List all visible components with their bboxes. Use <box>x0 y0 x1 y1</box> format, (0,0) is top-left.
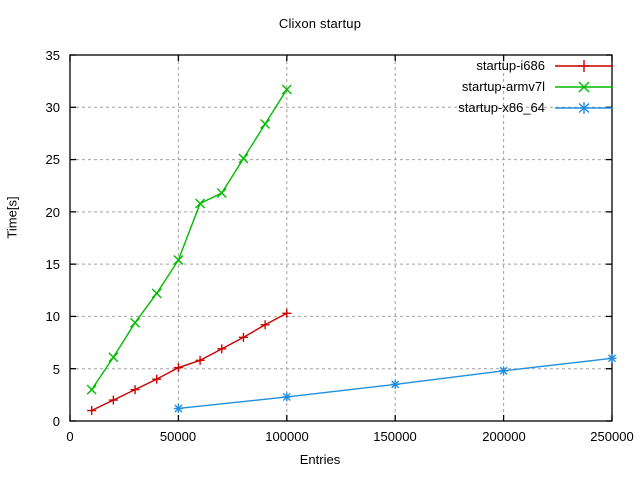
y-tick-label: 10 <box>45 309 60 324</box>
axis-ticks <box>69 54 613 422</box>
grid-lines <box>70 55 612 421</box>
series-line <box>91 312 288 412</box>
data-point-marker <box>195 198 206 209</box>
data-point-marker <box>282 392 291 401</box>
data-point-marker <box>108 352 119 363</box>
chart-title: Clixon startup <box>278 16 362 31</box>
x-tick-label: 250000 <box>590 429 634 444</box>
legend-item-startup-armv7l[interactable]: startup-armv7l <box>400 76 615 97</box>
data-point-marker <box>151 288 162 299</box>
x-tick-label: 0 <box>66 429 74 444</box>
y-tick-label: 30 <box>45 100 60 115</box>
y-tick-label: 15 <box>45 257 60 272</box>
series-line <box>91 89 288 391</box>
y-tick-label: 20 <box>45 205 60 220</box>
series-startup-i686 <box>87 308 292 416</box>
legend-sample-icon <box>555 59 613 72</box>
legend-label: startup-armv7l <box>461 79 545 94</box>
data-point-marker <box>173 254 184 265</box>
x-tick-label: 100000 <box>265 429 309 444</box>
legend-item-startup-i686[interactable]: startup-i686 <box>400 55 615 76</box>
series-startup-armv7l <box>86 84 292 395</box>
data-point-marker <box>281 84 292 95</box>
y-tick-label: 25 <box>45 152 60 167</box>
legend-sample-icon <box>555 101 613 114</box>
legend-label: startup-x86_64 <box>458 100 545 115</box>
y-tick-label: 5 <box>52 362 60 377</box>
series-startup-x86_64 <box>173 353 617 413</box>
chart-legend: startup-i686 startup-armv7l startup-x86_… <box>400 55 615 118</box>
data-point-marker <box>130 317 141 328</box>
axis-frame <box>69 54 613 422</box>
data-point-marker <box>391 380 400 389</box>
data-point-marker <box>499 366 508 375</box>
legend-label: startup-i686 <box>476 58 545 73</box>
data-point-marker <box>238 153 249 164</box>
data-point-marker <box>260 119 271 130</box>
data-point-marker <box>174 404 183 413</box>
data-series <box>86 84 617 416</box>
data-point-marker <box>216 188 227 199</box>
legend-sample-icon <box>555 81 613 92</box>
x-tick-label: 150000 <box>373 429 417 444</box>
plot-frame <box>69 54 613 422</box>
y-tick-label: 0 <box>52 414 60 429</box>
legend-item-startup-x86-64[interactable]: startup-x86_64 <box>400 97 615 118</box>
data-point-marker <box>86 384 97 395</box>
y-tick-label: 35 <box>45 48 60 63</box>
x-axis-title: Entries <box>299 452 341 467</box>
x-tick-label: 50000 <box>159 429 197 444</box>
x-tick-label: 200000 <box>482 429 526 444</box>
data-point-marker <box>607 354 617 363</box>
